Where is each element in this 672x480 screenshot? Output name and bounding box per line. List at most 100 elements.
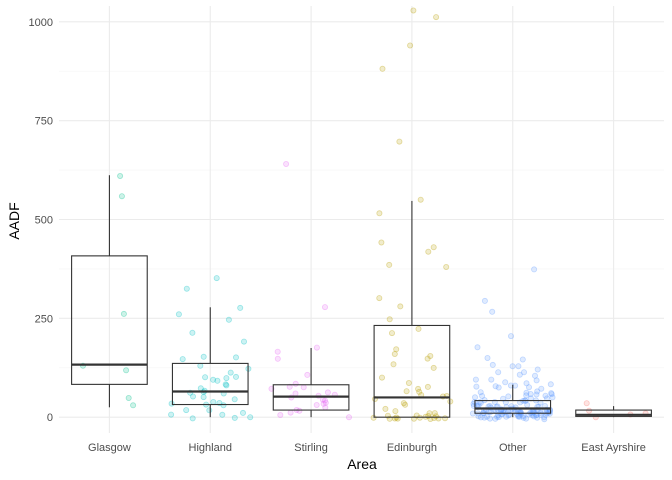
x-tick-labels: Glasgow Highland Stirling Edinburgh Other Eas…	[88, 442, 646, 454]
data-point	[231, 396, 238, 403]
data-point	[515, 363, 522, 370]
data-point	[492, 383, 499, 390]
data-point	[474, 344, 481, 351]
data-point	[533, 391, 540, 398]
data-point	[388, 330, 395, 337]
data-point	[322, 404, 329, 411]
data-point	[403, 388, 410, 395]
data-point	[426, 410, 433, 417]
data-point	[523, 392, 530, 399]
data-point	[523, 380, 530, 387]
data-point	[417, 196, 424, 203]
data-point	[548, 390, 555, 397]
data-point	[489, 308, 496, 315]
data-point	[489, 361, 496, 368]
data-point	[494, 413, 501, 420]
x-tick-label: Highland	[189, 442, 232, 454]
data-point	[320, 400, 327, 407]
x-tick-label: Glasgow	[88, 442, 131, 454]
box-east-ayrshire	[575, 406, 652, 418]
data-point	[477, 389, 484, 396]
data-point	[382, 405, 389, 412]
x-tick-label: Edinburgh	[387, 442, 437, 454]
data-point	[237, 304, 244, 311]
data-point	[322, 399, 329, 406]
iqr-box	[575, 409, 652, 417]
data-point	[210, 376, 217, 383]
data-point	[324, 389, 331, 396]
data-point	[123, 367, 130, 374]
data-point	[441, 415, 448, 422]
data-point	[376, 210, 383, 217]
data-point	[118, 193, 125, 200]
grid-lines	[59, 6, 664, 433]
data-point	[481, 414, 488, 421]
data-point	[386, 261, 393, 268]
data-point	[516, 371, 523, 378]
data-point	[378, 374, 385, 381]
data-point	[130, 402, 137, 409]
data-point	[274, 355, 281, 362]
data-point	[534, 414, 541, 421]
data-point	[533, 377, 540, 384]
data-point	[503, 413, 510, 420]
x-tick-label: East Ayrshire	[581, 442, 646, 454]
data-point	[405, 379, 412, 386]
data-point	[531, 413, 538, 420]
data-point	[416, 388, 423, 395]
data-point	[477, 414, 484, 421]
data-point	[292, 390, 299, 397]
data-point	[287, 409, 294, 416]
data-point	[488, 376, 495, 383]
data-point	[547, 381, 554, 388]
data-point	[427, 352, 434, 359]
data-point	[523, 415, 530, 422]
data-point	[538, 385, 545, 392]
data-point	[189, 415, 196, 422]
data-point	[200, 394, 207, 401]
data-point	[586, 407, 593, 414]
data-point	[548, 391, 555, 398]
data-point	[393, 346, 400, 353]
iqr-box	[373, 324, 451, 418]
data-point	[213, 275, 220, 282]
y-axis-title: AADF	[6, 202, 22, 239]
data-point	[430, 244, 437, 251]
data-point	[495, 369, 502, 376]
data-point	[424, 355, 431, 362]
box-stirling	[272, 347, 350, 418]
data-point	[443, 263, 450, 270]
data-point	[232, 354, 239, 361]
data-point	[300, 384, 307, 391]
data-point	[202, 374, 209, 381]
y-tick-label: 750	[35, 116, 53, 128]
data-point	[541, 416, 548, 423]
y-tick-label: 500	[35, 215, 53, 227]
data-point	[378, 239, 385, 246]
data-point	[534, 366, 541, 373]
data-point	[168, 400, 175, 407]
data-point	[120, 310, 127, 317]
data-point	[471, 394, 478, 401]
data-point	[430, 364, 437, 371]
data-point	[386, 316, 393, 323]
x-axis-title: Area	[347, 456, 377, 472]
data-point	[515, 413, 522, 420]
data-point	[407, 42, 414, 49]
data-point	[495, 414, 502, 421]
data-point	[223, 382, 230, 389]
data-point	[502, 379, 509, 386]
data-point	[509, 363, 516, 370]
jitter-points	[80, 7, 649, 423]
data-point	[321, 397, 328, 404]
data-point	[220, 402, 227, 409]
data-point	[313, 401, 320, 408]
data-point	[402, 401, 409, 408]
data-point	[240, 338, 247, 345]
data-point	[583, 400, 590, 407]
data-point	[321, 304, 328, 311]
data-point	[296, 407, 303, 414]
data-point	[117, 172, 124, 179]
data-point	[210, 398, 217, 405]
data-point	[531, 266, 538, 273]
